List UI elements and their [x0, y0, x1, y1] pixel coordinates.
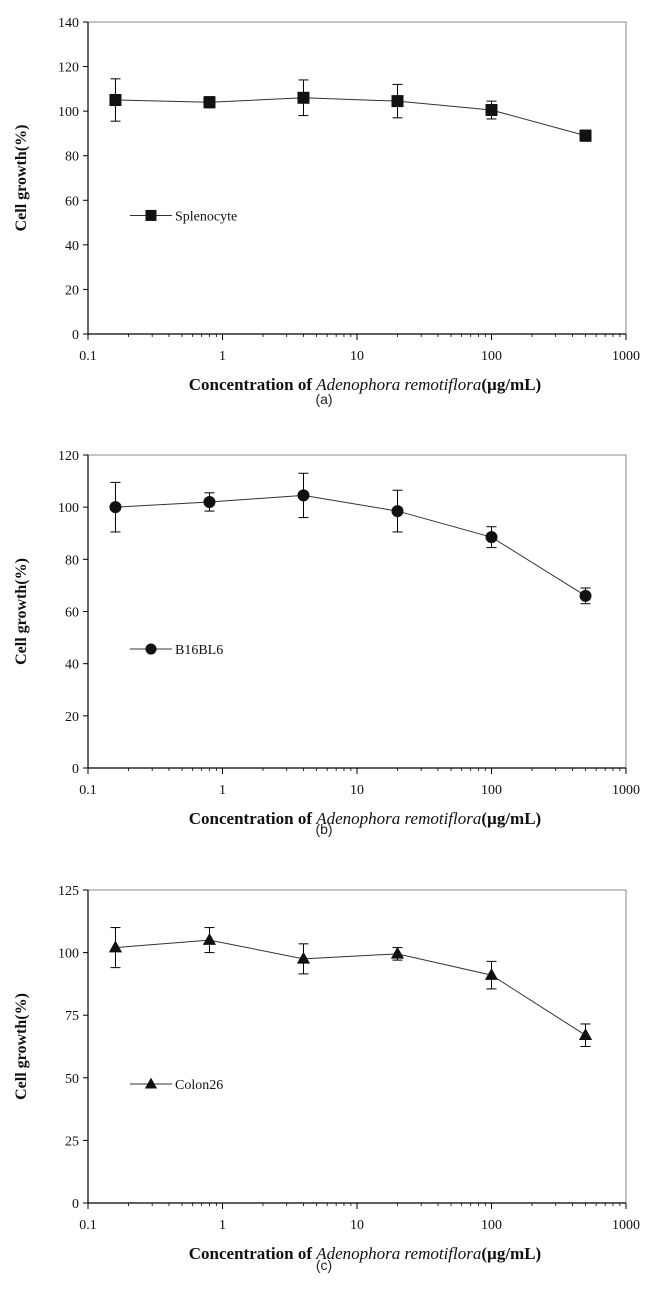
x-axis-label-species: Adenophora remotiflora: [315, 809, 481, 828]
chart-panel-b: 0 20 40 60 80 100 120 0.1 1 10 100 1000 Cell growth(…: [13, 449, 640, 837]
y-axis-label: Cell growth(%): [13, 125, 30, 232]
series-line: [115, 494, 586, 597]
legend-label: Colon26: [175, 1078, 223, 1093]
series-line: [115, 97, 586, 137]
x-tick-label: 10: [350, 1218, 364, 1233]
y-tick-label: 60: [65, 194, 79, 209]
x-tick-label: 0.1: [79, 1218, 97, 1233]
y-tick-label: 100: [58, 947, 79, 962]
x-axis-label: Concentration of Adenophora remotiflora(…: [189, 375, 541, 394]
y-tick-label: 50: [65, 1072, 79, 1087]
x-tick-label: 1000: [612, 349, 640, 364]
legend-label: B16BL6: [175, 643, 223, 658]
y-tick-label: 125: [58, 884, 79, 899]
plot-frame: [87, 889, 627, 1204]
y-tick-label: 20: [65, 283, 79, 298]
x-axis-label: Concentration of Adenophora remotiflora(…: [189, 809, 541, 828]
series-line: [115, 939, 586, 1036]
x-tick-label: 100: [481, 783, 502, 798]
data-point: [297, 489, 310, 502]
y-tick-label: 0: [72, 328, 79, 343]
data-point: [296, 951, 311, 964]
data-point: [203, 495, 216, 508]
data-point: [579, 129, 592, 142]
x-axis-label-species: Adenophora remotiflora: [315, 1244, 481, 1263]
x-tick-label: 10: [350, 783, 364, 798]
panel-label: (a): [315, 391, 332, 407]
y-tick-label: 140: [58, 16, 79, 31]
x-axis-label-unit: (µg/mL): [481, 809, 541, 828]
y-axis-label: Cell growth(%): [13, 558, 30, 665]
plot-frame: [87, 21, 627, 335]
legend-marker: [145, 209, 157, 221]
x-tick-label: 100: [481, 1218, 502, 1233]
data-point: [109, 501, 122, 514]
x-axis-label-prefix: Concentration of: [189, 809, 316, 828]
chart-panel-a: 0 20 40 60 80 100 120 140 0.1 1 10 100 1000 Cell grow…: [13, 16, 640, 407]
legend-marker: [144, 1077, 158, 1089]
data-point: [485, 531, 498, 544]
y-tick-label: 100: [58, 105, 79, 120]
data-point: [391, 95, 404, 108]
y-axis-label: Cell growth(%): [13, 993, 30, 1100]
y-tick-label: 40: [65, 658, 79, 673]
y-tick-label: 80: [65, 150, 79, 165]
y-tick-label: 40: [65, 239, 79, 254]
chart-panel-c: 0 25 50 75 100 125 0.1 1 10 100 1000 Cell growth(%)…: [13, 884, 640, 1273]
y-tick-label: 60: [65, 606, 79, 621]
panel-label: (c): [316, 1257, 332, 1273]
x-axis-label-species: Adenophora remotiflora: [315, 375, 481, 394]
x-axis-label: Concentration of Adenophora remotiflora(…: [189, 1244, 541, 1263]
x-axis-label-unit: (µg/mL): [481, 375, 541, 394]
x-tick-label: 100: [481, 349, 502, 364]
data-point: [391, 505, 404, 518]
y-tick-label: 0: [72, 1197, 79, 1212]
y-tick-label: 120: [58, 61, 79, 76]
y-tick-label: 100: [58, 501, 79, 516]
data-point: [579, 589, 592, 602]
x-axis-label-prefix: Concentration of: [189, 375, 316, 394]
data-point: [390, 946, 405, 959]
y-tick-label: 120: [58, 449, 79, 464]
y-tick-label: 0: [72, 762, 79, 777]
y-tick-label: 75: [65, 1009, 79, 1024]
panel-label: (b): [315, 821, 332, 837]
data-point: [202, 933, 217, 945]
data-point: [484, 968, 499, 980]
data-point: [203, 96, 216, 109]
data-point: [109, 94, 122, 106]
x-tick-label: 1: [219, 783, 226, 798]
y-tick-label: 80: [65, 553, 79, 568]
x-axis-label-prefix: Concentration of: [189, 1244, 316, 1263]
data-point: [108, 940, 123, 953]
x-tick-label: 0.1: [79, 349, 97, 364]
legend-label: Splenocyte: [175, 209, 237, 224]
x-tick-label: 10: [350, 349, 364, 364]
y-tick-label: 25: [65, 1134, 79, 1149]
x-tick-label: 1000: [612, 783, 640, 798]
x-axis-label-unit: (µg/mL): [481, 1244, 541, 1263]
x-tick-label: 0.1: [79, 783, 97, 798]
data-point: [297, 91, 310, 104]
legend-marker: [145, 643, 157, 655]
x-tick-label: 1: [219, 349, 226, 364]
data-point: [485, 104, 498, 117]
x-tick-label: 1: [219, 1218, 226, 1233]
plot-frame: [87, 454, 627, 769]
data-point: [578, 1028, 593, 1041]
x-tick-label: 1000: [612, 1218, 640, 1233]
y-tick-label: 20: [65, 710, 79, 725]
